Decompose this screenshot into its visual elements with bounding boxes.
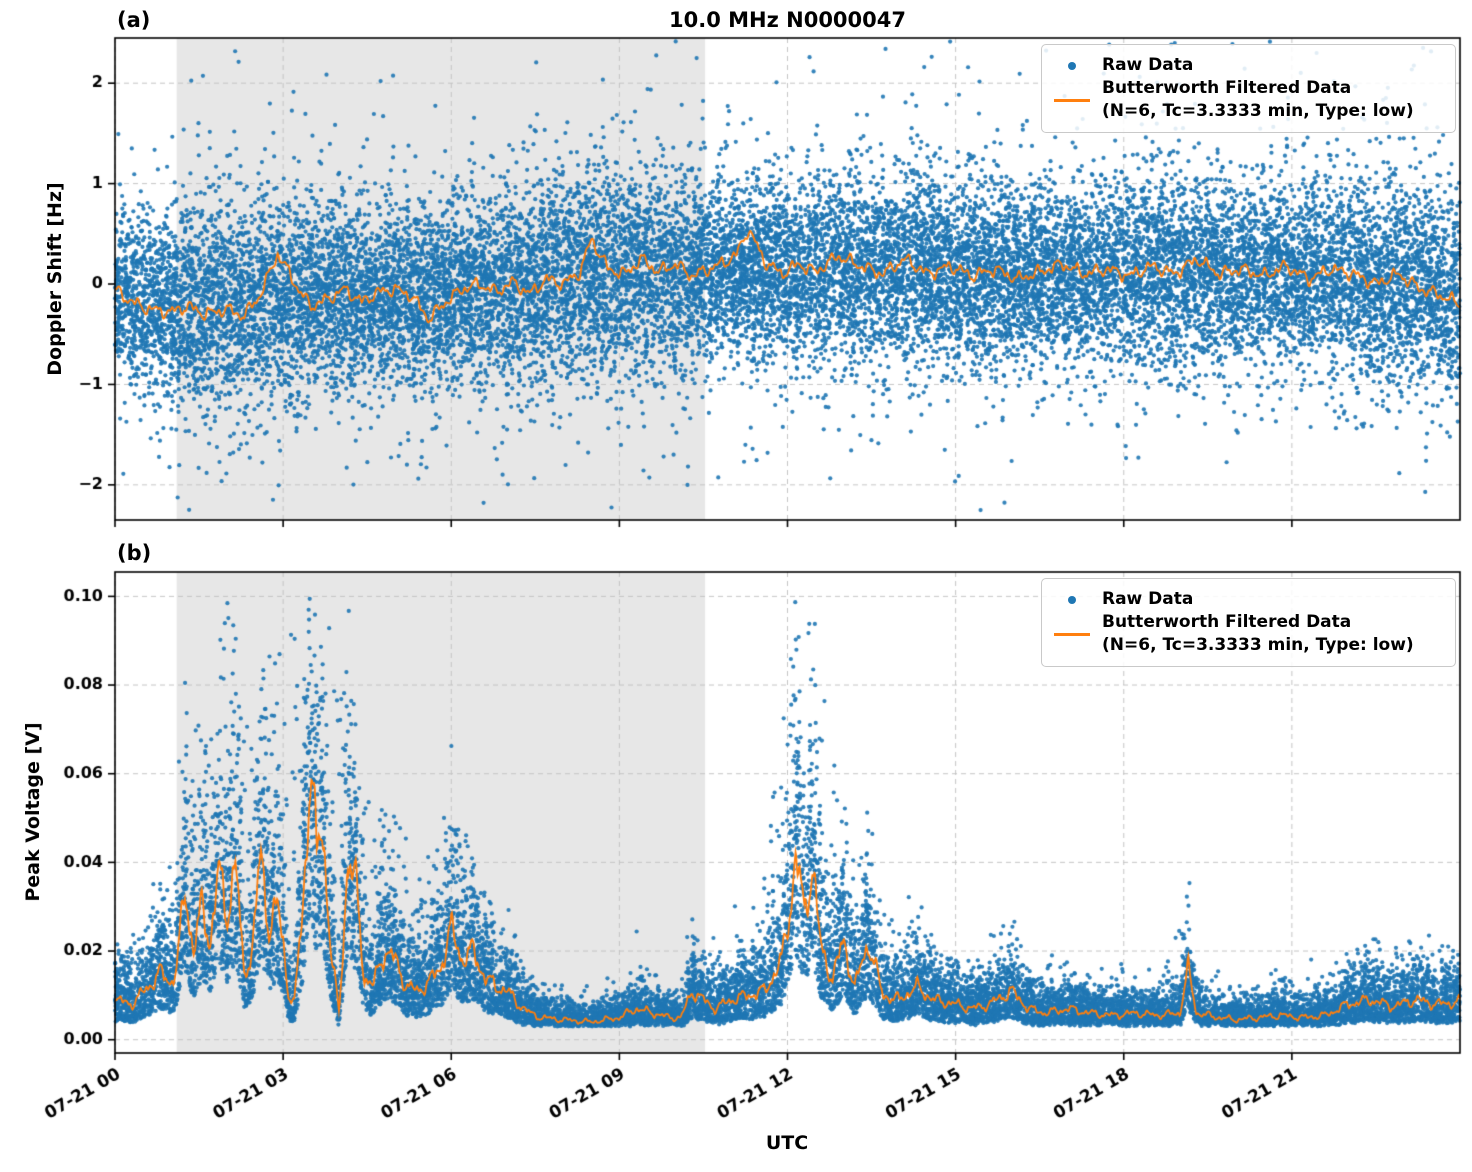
figure-title: 10.0 MHz N0000047 — [669, 8, 906, 32]
y-axis-label-voltage: Peak Voltage [V] — [22, 722, 44, 902]
panel-b-tag: (b) — [117, 541, 152, 565]
raw-data-marker-icon — [1054, 595, 1090, 604]
legend-raw-label: Raw Data — [1102, 589, 1194, 609]
legend-filtered-label: Butterworth Filtered Data (N=6, Tc=3.333… — [1102, 78, 1414, 121]
legend-panel-a: Raw Data Butterworth Filtered Data (N=6,… — [1041, 44, 1456, 133]
legend-entry-raw: Raw Data — [1054, 588, 1443, 611]
legend-filtered-label: Butterworth Filtered Data (N=6, Tc=3.333… — [1102, 612, 1414, 655]
filtered-line-icon — [1054, 632, 1090, 636]
x-axis-label: UTC — [765, 1132, 809, 1154]
panel-a-tag: (a) — [117, 8, 151, 32]
legend-entry-raw: Raw Data — [1054, 54, 1443, 77]
legend-panel-b: Raw Data Butterworth Filtered Data (N=6,… — [1041, 578, 1456, 667]
filtered-line-icon — [1054, 98, 1090, 102]
raw-data-marker-icon — [1054, 61, 1090, 70]
y-axis-label-doppler: Doppler Shift [Hz] — [44, 182, 66, 376]
legend-entry-filtered: Butterworth Filtered Data (N=6, Tc=3.333… — [1054, 77, 1443, 123]
legend-raw-label: Raw Data — [1102, 55, 1194, 75]
legend-entry-filtered: Butterworth Filtered Data (N=6, Tc=3.333… — [1054, 611, 1443, 657]
